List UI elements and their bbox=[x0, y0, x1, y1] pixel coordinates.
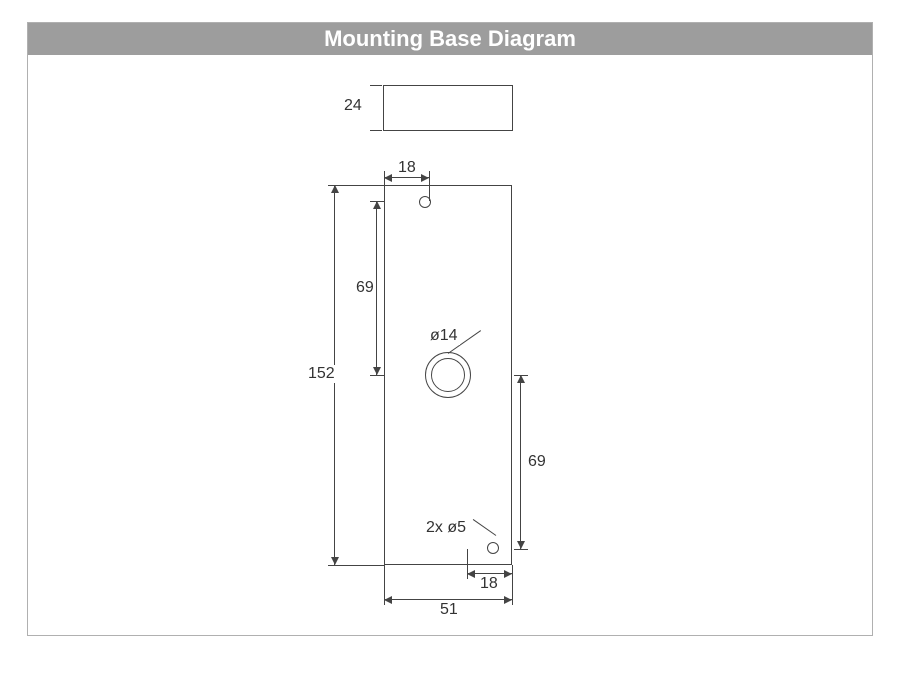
dimline-51 bbox=[384, 599, 512, 600]
dim-label-center-dia: ø14 bbox=[428, 327, 460, 345]
dimline-69-top bbox=[376, 201, 377, 375]
diagram-area: 24 152 69 69 bbox=[28, 55, 872, 635]
title-bar: Mounting Base Diagram bbox=[28, 23, 872, 55]
top-view-rect bbox=[383, 85, 513, 131]
dim-label-69-bot: 69 bbox=[526, 453, 548, 471]
dim-top-height: 24 bbox=[346, 85, 382, 131]
dim-label-51: 51 bbox=[438, 601, 460, 619]
tick-152-bot bbox=[328, 565, 384, 566]
dimline-69-bot bbox=[520, 375, 521, 549]
diagram-frame: Mounting Base Diagram 24 152 69 bbox=[27, 22, 873, 636]
dim-label-mount-dia: 2x ø5 bbox=[424, 519, 468, 537]
dim-label-152: 152 bbox=[306, 365, 337, 383]
dim-label-18-top: 18 bbox=[396, 159, 418, 177]
dim-label-69-top: 69 bbox=[354, 279, 376, 297]
title-text: Mounting Base Diagram bbox=[324, 26, 576, 51]
center-hole-inner bbox=[431, 358, 465, 392]
dim-label-24: 24 bbox=[344, 97, 362, 115]
mount-hole-bottom bbox=[487, 542, 499, 554]
front-view-rect bbox=[384, 185, 512, 565]
dim-label-18-bot: 18 bbox=[478, 575, 500, 593]
